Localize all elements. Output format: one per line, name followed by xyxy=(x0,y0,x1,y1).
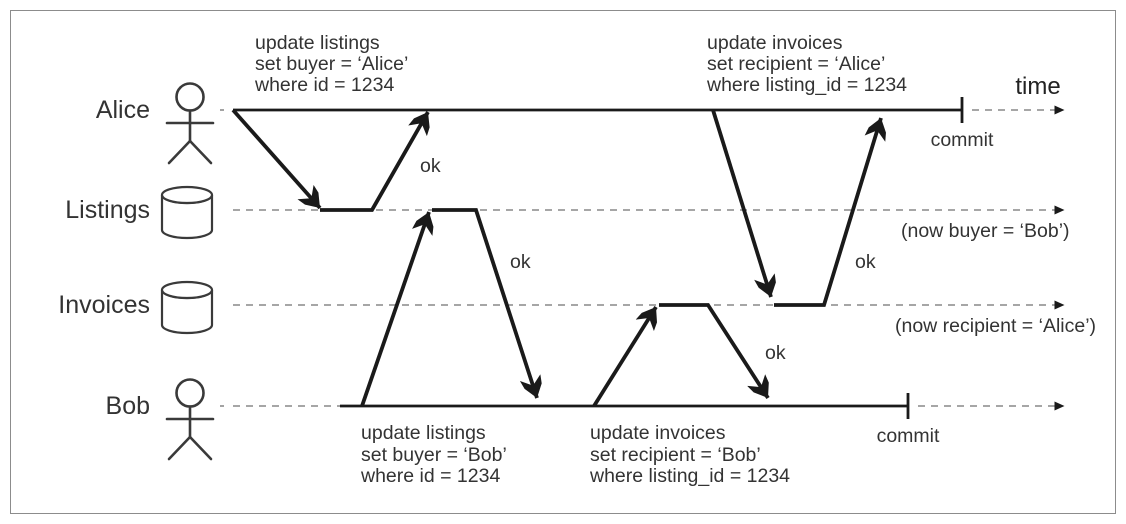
svg-text:update invoices: update invoices xyxy=(707,32,843,54)
svg-text:set buyer = ‘Bob’: set buyer = ‘Bob’ xyxy=(361,444,507,466)
svg-text:Bob: Bob xyxy=(106,392,150,420)
svg-text:set buyer = ‘Alice’: set buyer = ‘Alice’ xyxy=(255,53,408,75)
svg-text:Listings: Listings xyxy=(65,196,150,224)
svg-text:update listings: update listings xyxy=(361,422,486,444)
svg-text:(now buyer = ‘Bob’): (now buyer = ‘Bob’) xyxy=(901,220,1070,242)
svg-text:ok: ok xyxy=(420,155,441,177)
svg-text:commit: commit xyxy=(877,425,940,447)
svg-text:time: time xyxy=(1015,73,1060,100)
svg-text:ok: ok xyxy=(765,342,786,364)
svg-text:where id = 1234: where id = 1234 xyxy=(254,74,394,96)
svg-text:update invoices: update invoices xyxy=(590,422,726,444)
svg-text:Invoices: Invoices xyxy=(58,291,150,319)
svg-text:set recipient = ‘Alice’: set recipient = ‘Alice’ xyxy=(707,53,885,75)
svg-text:update listings: update listings xyxy=(255,32,380,54)
svg-text:where listing_id = 1234: where listing_id = 1234 xyxy=(706,74,907,96)
svg-text:where listing_id = 1234: where listing_id = 1234 xyxy=(589,465,790,487)
svg-text:where id = 1234: where id = 1234 xyxy=(360,465,500,487)
svg-text:commit: commit xyxy=(931,129,994,151)
svg-text:Alice: Alice xyxy=(96,96,150,124)
svg-text:set recipient = ‘Bob’: set recipient = ‘Bob’ xyxy=(590,444,761,466)
svg-text:ok: ok xyxy=(510,251,531,273)
svg-text:ok: ok xyxy=(855,251,876,273)
svg-text:(now recipient = ‘Alice’): (now recipient = ‘Alice’) xyxy=(895,315,1096,337)
